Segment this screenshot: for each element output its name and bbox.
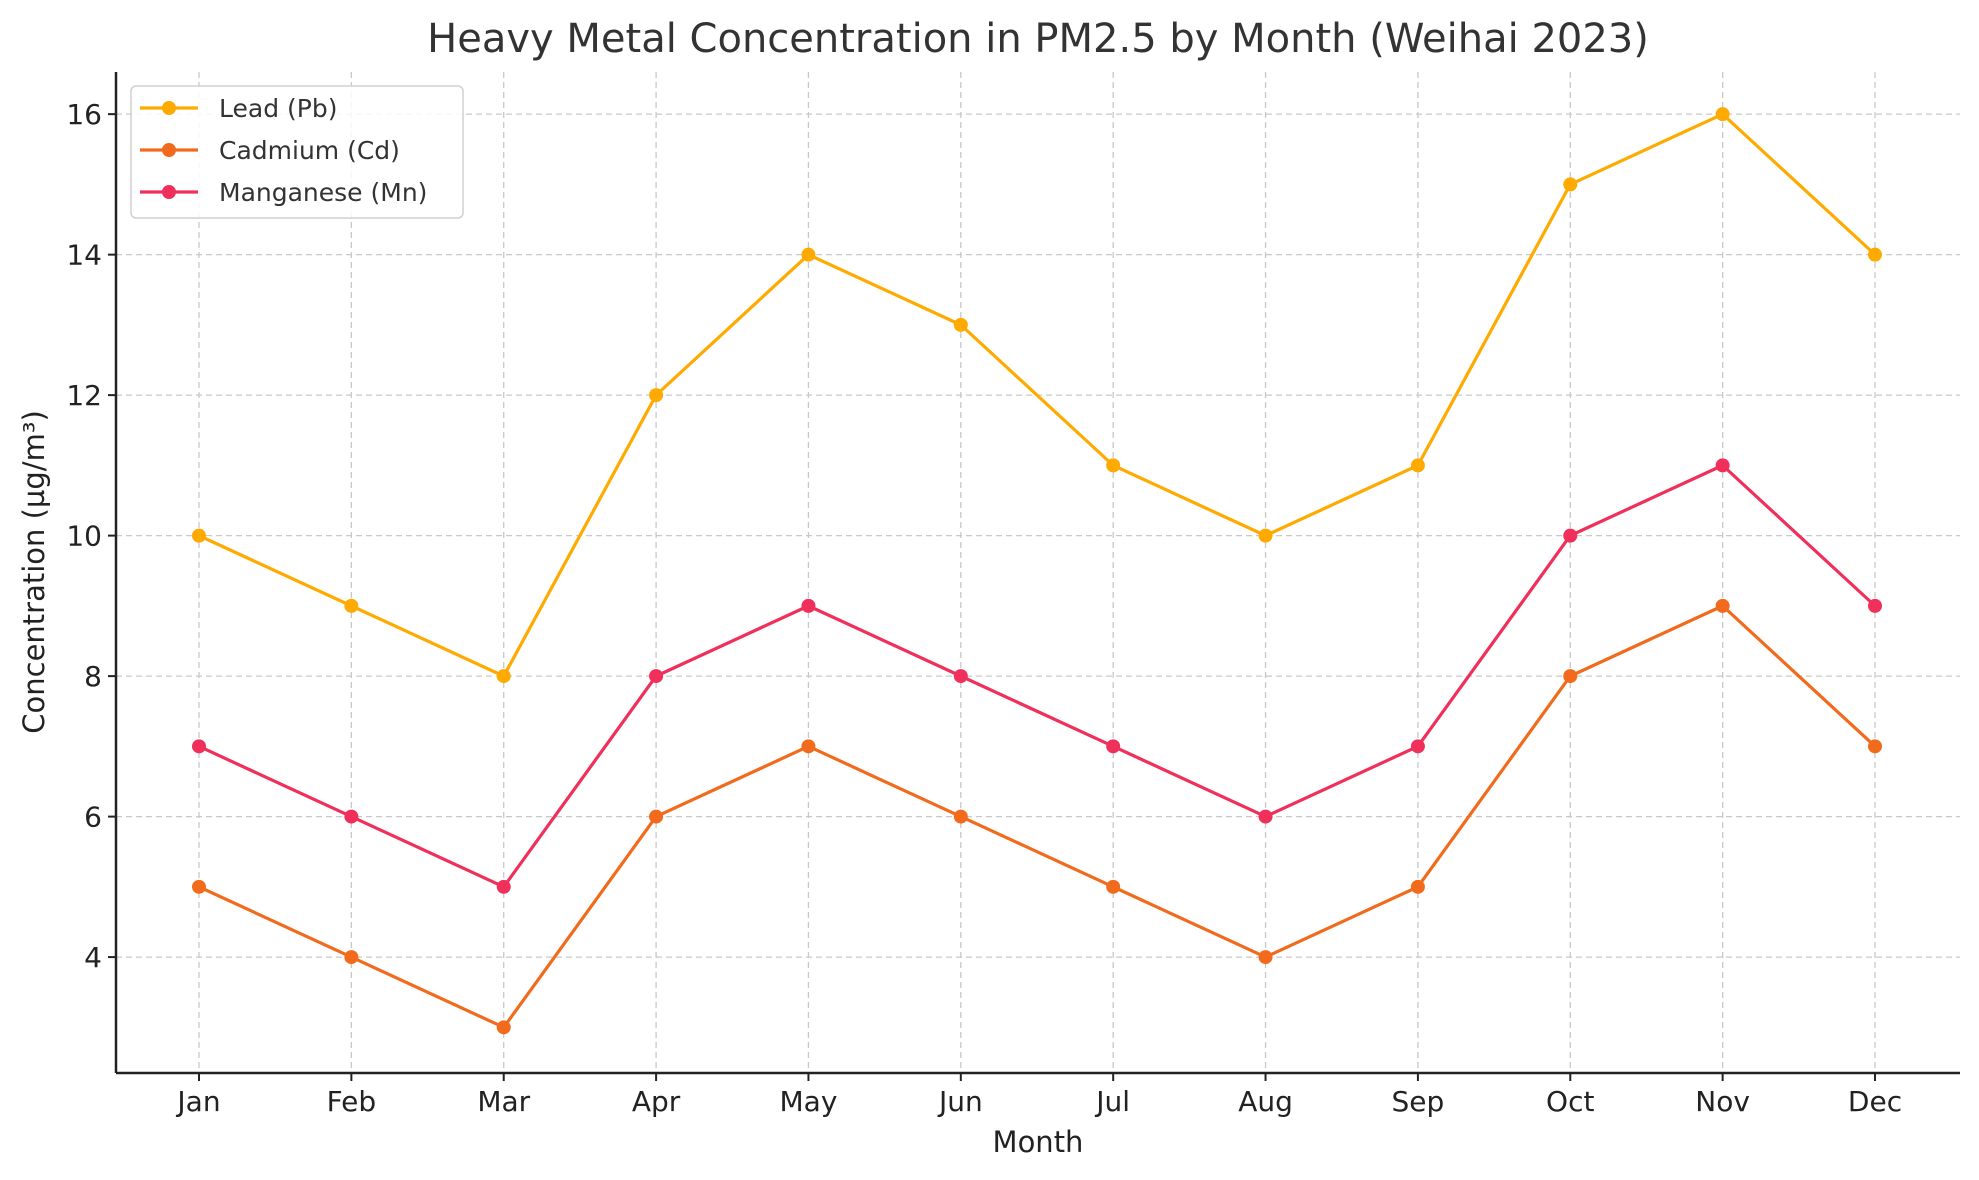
x-tick-label: Mar xyxy=(477,1085,530,1118)
series-line-1 xyxy=(198,604,1877,1029)
data-point xyxy=(496,669,511,684)
y-tick-label: 14 xyxy=(66,239,102,272)
data-point xyxy=(953,669,968,684)
chart-title: Heavy Metal Concentration in PM2.5 by Mo… xyxy=(427,16,1649,62)
data-point xyxy=(496,1020,511,1035)
x-tick-label: Oct xyxy=(1546,1085,1594,1118)
data-point xyxy=(1106,458,1121,473)
data-point xyxy=(1410,879,1425,894)
data-point xyxy=(1715,598,1730,613)
data-point xyxy=(1563,177,1578,192)
y-tick-label: 12 xyxy=(66,379,102,412)
series-line-0 xyxy=(198,112,1877,678)
x-tick-label: Aug xyxy=(1238,1085,1293,1118)
data-point xyxy=(192,879,206,894)
y-tick-label: 6 xyxy=(84,801,102,834)
data-point xyxy=(649,388,664,403)
legend: Lead (Pb) Cadmium (Cd) Manganese (Mn) xyxy=(130,85,464,219)
data-point xyxy=(801,739,816,754)
axes: Jan Feb Mar Apr May Jun Jul Aug Sep Oct Nov Dec 4 6 8 1… xyxy=(66,72,1960,1118)
data-point xyxy=(1715,458,1730,473)
x-axis-label: Month xyxy=(993,1125,1084,1159)
legend-marker xyxy=(162,101,176,115)
data-point xyxy=(801,247,816,262)
legend-marker xyxy=(162,143,176,157)
data-point xyxy=(496,879,511,894)
grid xyxy=(116,72,1960,1073)
data-point xyxy=(192,528,206,543)
y-tick-label: 8 xyxy=(84,660,102,693)
legend-marker xyxy=(162,185,176,199)
data-point xyxy=(344,809,359,824)
data-point xyxy=(1106,739,1121,754)
x-tick-label: Sep xyxy=(1392,1085,1445,1118)
data-point xyxy=(1258,528,1273,543)
series-line-2 xyxy=(198,463,1877,889)
series-group xyxy=(192,107,1882,1035)
data-point xyxy=(1563,528,1578,543)
data-point xyxy=(1563,669,1578,684)
x-tick-label: Jul xyxy=(1094,1085,1130,1118)
data-point xyxy=(1106,879,1121,894)
x-tick-label: May xyxy=(780,1085,838,1118)
x-tick-label: Feb xyxy=(327,1085,377,1118)
data-point xyxy=(192,739,206,754)
x-tick-label: Dec xyxy=(1848,1085,1902,1118)
data-point xyxy=(801,598,816,613)
legend-label: Cadmium (Cd) xyxy=(219,136,400,165)
y-axis-label: Concentration (µg/m³) xyxy=(17,410,51,734)
data-point xyxy=(1258,809,1273,824)
legend-label: Lead (Pb) xyxy=(219,94,337,123)
y-tick-label: 16 xyxy=(66,98,102,131)
x-tick-label: Apr xyxy=(632,1085,681,1118)
data-point xyxy=(953,809,968,824)
data-point xyxy=(344,598,359,613)
x-tick-label: Jun xyxy=(937,1085,983,1118)
data-point xyxy=(953,317,968,332)
y-tick-label: 10 xyxy=(66,520,102,553)
x-tick-label: Jan xyxy=(175,1085,220,1118)
data-point xyxy=(1868,598,1882,613)
data-point xyxy=(344,950,359,965)
data-point xyxy=(1410,458,1425,473)
data-point xyxy=(1258,950,1273,965)
y-tick-label: 4 xyxy=(84,941,102,974)
data-point xyxy=(1868,739,1882,754)
x-tick-label: Nov xyxy=(1695,1085,1750,1118)
data-point xyxy=(1868,247,1882,262)
data-point xyxy=(1410,739,1425,754)
data-point xyxy=(649,809,664,824)
legend-box xyxy=(130,85,464,219)
data-point xyxy=(1715,107,1730,122)
legend-label: Manganese (Mn) xyxy=(219,178,427,207)
data-point xyxy=(649,669,664,684)
